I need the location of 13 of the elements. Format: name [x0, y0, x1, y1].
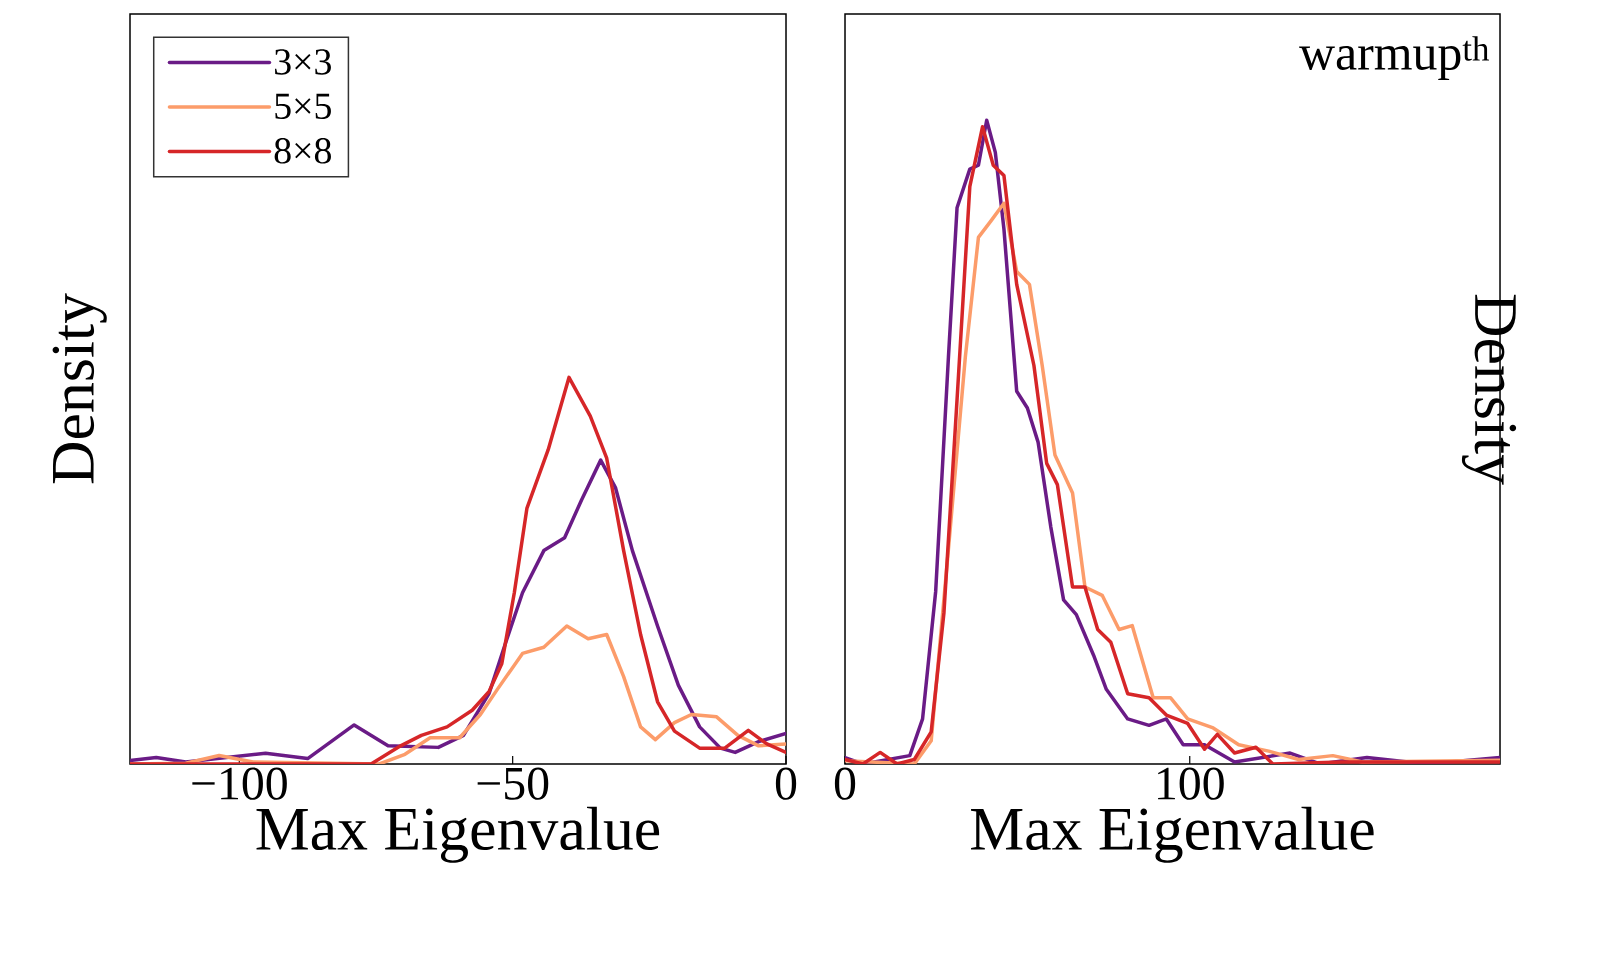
legend-label: 8×8 — [274, 138, 331, 164]
x-tick-label: 0 — [775, 767, 797, 800]
x-axis-title: Max Eigenvalue — [971, 806, 1374, 863]
legend-label: 3×3 — [275, 49, 331, 75]
x-tick-label: −100 — [192, 767, 287, 800]
x-tick-label: 0 — [834, 767, 856, 800]
text: warmup$^{th}$ — [1299, 36, 1490, 81]
y-axis-title: Density — [52, 293, 107, 484]
x-axis-title: Max Eigenvalue — [256, 806, 660, 863]
x-tick-label: 100 — [1158, 767, 1224, 800]
y-axis-title: Density — [1461, 294, 1517, 485]
legend-label: 5×5 — [275, 93, 331, 119]
x-tick-label: −50 — [477, 767, 549, 800]
